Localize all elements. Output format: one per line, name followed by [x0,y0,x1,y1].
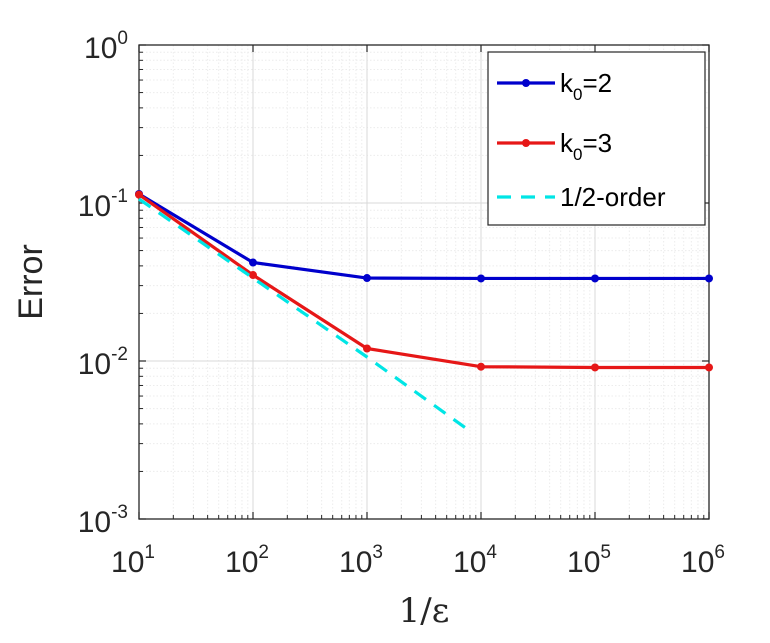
x-tick-label: 102 [225,542,269,579]
series-0-point [705,274,713,283]
y-tick-label: 10-2 [78,344,128,381]
x-tick-labels: 101 102 103 104 105 106 [111,542,725,579]
series-1-point [591,363,599,372]
y-tick-label: 10-1 [78,186,128,223]
x-tick-label: 103 [339,542,383,579]
axis-ticks [138,44,710,520]
series-0-point [477,274,485,283]
series-0-point [591,274,599,283]
y-tick-labels: 100 10-1 10-2 10-3 [78,28,128,539]
series-1-point [135,190,143,199]
series-0-point [363,274,371,283]
legend-label-0: k0=2 [560,68,612,104]
x-tick-label: 101 [111,542,155,579]
legend-label-1: k0=3 [560,128,612,164]
x-tick-label: 105 [567,542,611,579]
series-1-point [363,344,371,353]
series-0-point [249,258,257,267]
y-axis-label: Error [12,244,50,320]
legend-label-2: 1/2-order [560,182,666,212]
minor-gridlines [139,45,709,519]
y-tick-label: 100 [84,28,128,65]
series-line-0 [138,192,709,281]
legend: k0=2 k0=3 1/2-order [487,51,706,226]
x-axis-label: 1/ε [399,591,450,631]
legend-marker-1 [522,139,530,147]
x-tick-label: 106 [681,542,725,579]
series-layer [135,190,713,433]
series-1-point [705,363,713,372]
series-1-point [477,362,485,371]
series-line-2 [138,197,471,433]
legend-marker-0 [522,79,530,87]
x-tick-label: 104 [453,542,497,579]
series-line-1 [138,193,709,370]
y-tick-label: 10-3 [78,502,128,539]
series-1-point [249,271,257,280]
